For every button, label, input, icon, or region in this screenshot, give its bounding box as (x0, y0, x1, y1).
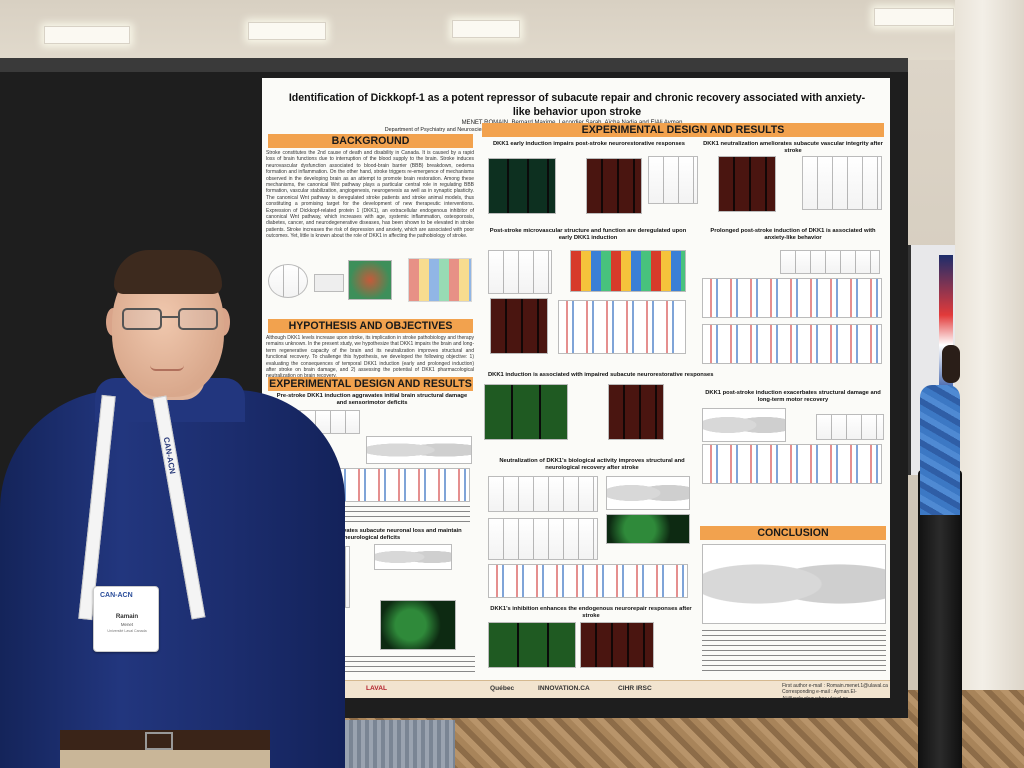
figure-early-red (586, 158, 642, 214)
glasses-lens-left (122, 308, 162, 330)
bystander-shirt (920, 385, 960, 515)
logo-innovation: INNOVATION.CA (538, 685, 590, 692)
figure-impaired-green (484, 384, 568, 440)
presenter: CAN-ACN CAN-ACN Ramain Menet Université … (0, 250, 345, 768)
ceiling-light (452, 20, 520, 38)
background-person-legs (345, 720, 455, 768)
ceiling-light (874, 8, 954, 26)
badge-last-name: Menet (120, 622, 134, 627)
background-figure-diagram (314, 274, 344, 292)
glasses-bridge (162, 316, 178, 318)
figure-neutralization-timeline (488, 476, 598, 512)
figure-neutralization-bars (488, 564, 688, 598)
presenter-mouth (150, 365, 184, 371)
conclusion-text (702, 630, 886, 672)
conclusion-diagram (702, 544, 886, 624)
figure-microvascular-heatmap (570, 250, 686, 292)
logo-laval: LAVAL (366, 685, 387, 692)
presenter-hair (114, 250, 222, 294)
subheading-exacerbates: DKK1 post-stroke induction exacerbates s… (705, 390, 881, 403)
subheading-neutralization-vascular: DKK1 neutralization ameliorates subacute… (703, 141, 883, 154)
presenter-glasses (122, 308, 218, 332)
figure-exacerbates-brains (702, 408, 786, 442)
badge-org: CAN-ACN (100, 592, 133, 599)
figure-inhibition-green (488, 622, 576, 668)
contact-info: First author e-mail : Romain.menet.1@ula… (782, 683, 890, 698)
background-figure-brain (268, 264, 308, 298)
poster-board-frame (0, 58, 908, 72)
figure-microvascular-red (490, 298, 548, 354)
figure-neutralization-plot (488, 518, 598, 560)
glasses-lens-right (178, 308, 218, 330)
figure-neutralization-green (606, 514, 690, 544)
contact-corresponding: Corresponding e-mail : Ayman.El-Ali@crch… (782, 689, 857, 698)
name-badge: CAN-ACN Ramain Menet Université Laval Ca… (93, 586, 159, 652)
logo-cihr: CIHR IRSC (618, 685, 652, 692)
contact-first-author: First author e-mail : Romain.menet.1@ula… (782, 683, 888, 689)
hypothesis-text: Although DKK1 levels increase upon strok… (266, 335, 474, 379)
section-conclusion: CONCLUSION (700, 526, 886, 540)
background-figure-vessels (348, 260, 392, 300)
background-text: Stroke constitutes the 2nd cause of deat… (266, 150, 474, 240)
figure-early-plot (648, 156, 698, 204)
subheading-inhibition: DKK1's inhibition enhances the endogenou… (490, 606, 692, 619)
subheading-neutralization-bio: Neutralization of DKK1's biological acti… (499, 458, 685, 471)
figure-vascular-red (718, 156, 776, 212)
belt-buckle (145, 732, 173, 750)
pillar (955, 0, 1024, 768)
ceiling-light (248, 22, 326, 40)
subheading-pre-stroke: Pre-stroke DKK1 induction aggravates ini… (276, 393, 468, 406)
section-hypothesis: HYPOTHESIS AND OBJECTIVES (268, 319, 473, 333)
figure-neutralization-brains (606, 476, 690, 510)
ceiling-light (44, 26, 130, 44)
subheading-dkk1-early: DKK1 early induction impairs post-stroke… (493, 141, 685, 147)
subheading-impaired-subacute: DKK1 induction is associated with impair… (488, 372, 714, 378)
badge-affiliation: Université Laval Canada (107, 629, 147, 633)
presenter-belt (60, 730, 270, 752)
figure-exacerbates-blots (816, 414, 884, 440)
section-experimental-left: EXPERIMENTAL DESIGN AND RESULTS (268, 377, 473, 391)
figure-vascular-plot (802, 156, 882, 210)
figure-pre-stroke-brains (366, 436, 472, 464)
figure-microvascular-bars (558, 300, 686, 354)
section-experimental-right: EXPERIMENTAL DESIGN AND RESULTS (482, 123, 884, 137)
section-background: BACKGROUND (268, 134, 473, 148)
subheading-prolonged: Prolonged post-stroke induction of DKK1 … (710, 228, 876, 241)
figure-prolonged-bars-2 (702, 324, 882, 364)
figure-neuronal-fluorescence (380, 600, 456, 650)
figure-impaired-red (608, 384, 664, 440)
badge-first-name: Ramain (115, 613, 139, 620)
poster-title: Identification of Dickkopf-1 as a potent… (288, 92, 866, 118)
bystander-head (942, 345, 960, 383)
subheading-subacute-neuronal: DKK1 induction aggravates subacute neuro… (282, 528, 462, 541)
figure-prolonged-bars-1 (702, 278, 882, 318)
figure-exacerbates-bars (702, 444, 882, 484)
subheading-microvascular: Post-stroke microvascular structure and … (489, 228, 687, 241)
poster-footer: LAVAL Québec INNOVATION.CA CIHR IRSC Fir… (342, 680, 890, 698)
research-poster: Identification of Dickkopf-1 as a potent… (262, 78, 890, 698)
figure-microvascular-plot (488, 250, 552, 294)
figure-inhibition-red (580, 622, 654, 668)
figure-neuronal-brains (374, 544, 452, 570)
figure-prolonged-arenas (780, 250, 880, 274)
figure-early-microscopy (488, 158, 556, 214)
logo-quebec: Québec (490, 685, 515, 692)
board-stand (918, 470, 962, 768)
presenter-pants (60, 750, 270, 768)
background-figure-pathway (408, 258, 472, 302)
bystander (920, 345, 960, 515)
